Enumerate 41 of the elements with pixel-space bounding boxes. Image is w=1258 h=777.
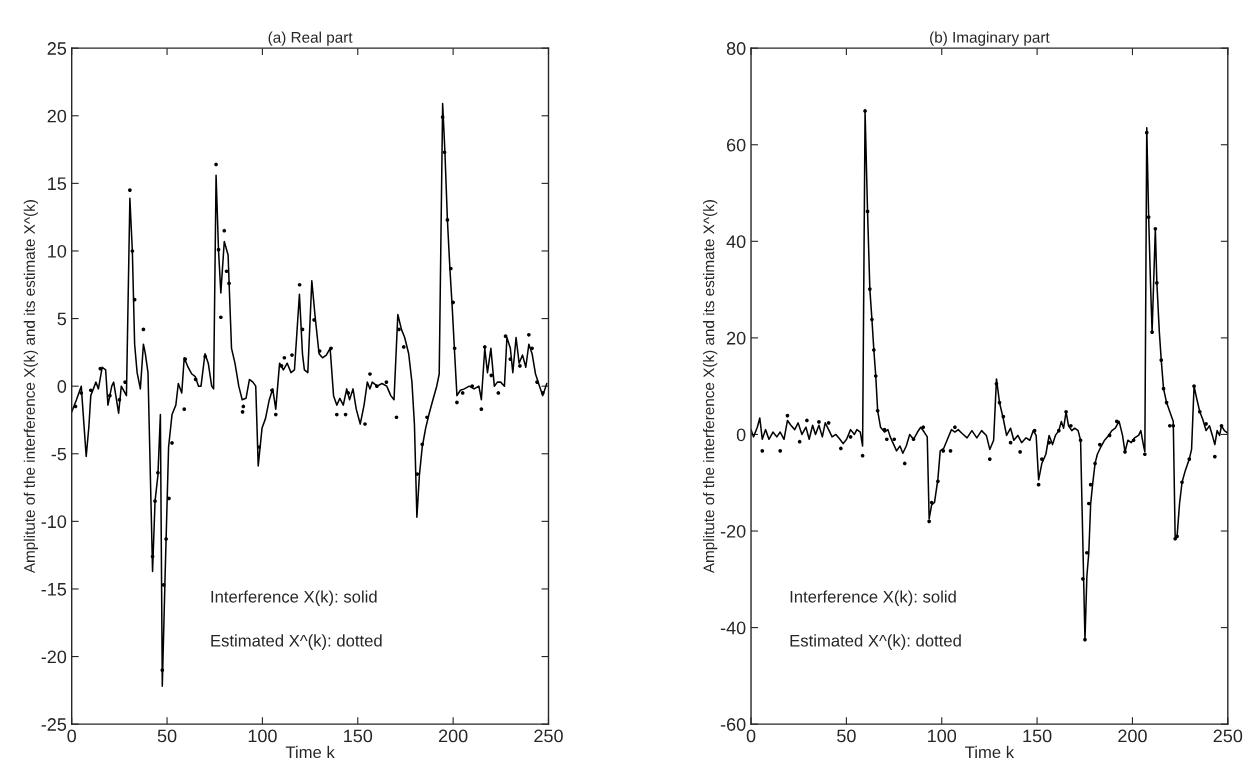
y-tick-label: 25 [47, 42, 67, 55]
y-tick-label: -10 [41, 515, 67, 529]
annotation: Estimated X^(k): dotted [211, 634, 382, 650]
x-tick-label: 200 [438, 729, 468, 743]
y-tick-label: -60 [720, 718, 746, 731]
y-axis-title: Amplitute of the interference X(k) and its estimate X^(k) [703, 200, 718, 574]
y-tick-label: 20 [47, 109, 67, 123]
x-tick-label: 150 [1023, 729, 1052, 743]
y-axis-title: Amplitute of the interference X(k) and its estimate X^(k) [23, 200, 38, 574]
x-tick-label: 100 [928, 729, 957, 743]
annotation: Interference X(k): solid [211, 590, 377, 606]
x-tick-label: 200 [1118, 729, 1147, 743]
x-tick-label: 250 [1213, 729, 1243, 743]
y-tick-label: 80 [726, 42, 746, 55]
y-tick-label: 20 [726, 331, 746, 345]
x-tick-label: 150 [344, 729, 373, 743]
y-tick-label: 10 [48, 244, 67, 258]
y-tick-label: 40 [726, 235, 746, 249]
x-tick-label: 0 [746, 729, 756, 743]
y-tick-label: 15 [48, 177, 67, 191]
x-axis-title: Time k [965, 745, 1015, 759]
x-tick-label: 0 [67, 729, 77, 743]
x-tick-label: 50 [837, 729, 856, 743]
y-tick-label: 60 [727, 138, 746, 152]
y-tick-label: -20 [720, 524, 746, 538]
x-tick-label: 50 [157, 729, 177, 743]
x-tick-label: 100 [248, 729, 277, 743]
y-tick-label: 5 [57, 312, 67, 326]
annotation: Estimated X^(k): dotted [790, 634, 961, 650]
y-tick-label: 0 [57, 380, 67, 393]
annotation: Interference X(k): solid [790, 590, 956, 606]
y-tick-label: -25 [41, 718, 67, 731]
y-tick-label: -15 [41, 583, 67, 596]
x-tick-label: 250 [534, 729, 563, 743]
y-tick-label: -5 [51, 447, 67, 461]
y-tick-label: 0 [736, 428, 746, 442]
chart-title: (a) Real part [268, 31, 353, 46]
chart-title: (b) Imaginary part [930, 31, 1050, 46]
y-tick-label: -20 [41, 650, 67, 664]
x-axis-title: Time k [285, 745, 335, 759]
y-tick-label: -40 [720, 621, 746, 635]
